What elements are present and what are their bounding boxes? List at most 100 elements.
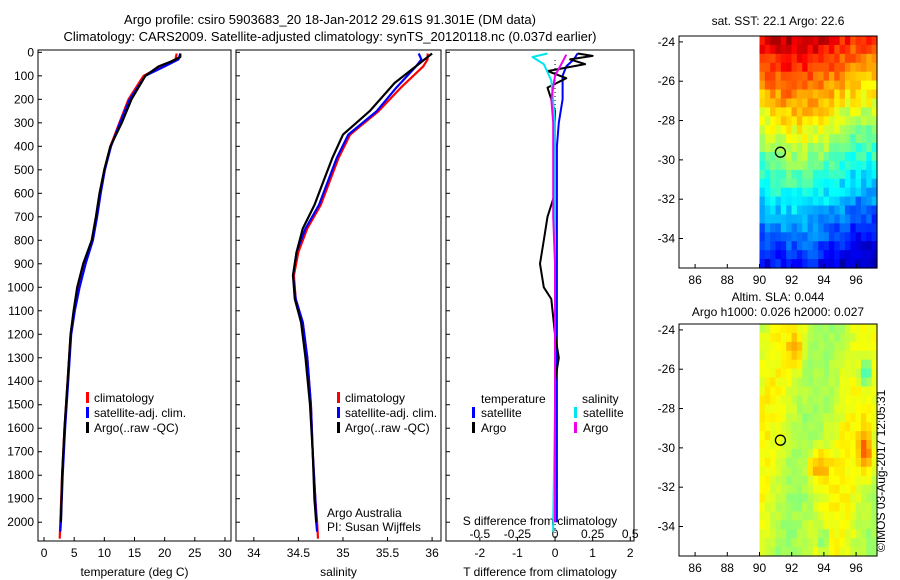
map-data-cell-sst-map <box>866 169 873 180</box>
map-data-cell-sla-map <box>802 448 809 459</box>
map-data-cell-sst-map <box>844 143 851 153</box>
map-data-cell-sst-map <box>834 44 841 55</box>
map-data-cell-sla-map <box>759 457 766 468</box>
map-data-cell-sla-map <box>759 520 766 530</box>
map-data-cell-sst-map <box>855 107 862 117</box>
map-data-cell-sst-map <box>770 107 777 117</box>
map-data-cell-sst-map <box>807 71 814 82</box>
map-data-cell-sst-map <box>855 241 862 251</box>
map-data-cell-sla-map <box>764 493 771 504</box>
map-data-cell-sla-map <box>796 448 803 459</box>
map-data-cell-sst-map <box>812 259 819 269</box>
map-data-cell-sst-map <box>796 62 803 73</box>
map-data-cell-sst-map <box>770 125 777 135</box>
y-tick-label-depth: 500 <box>14 163 34 177</box>
map-data-cell-sla-map <box>834 386 841 396</box>
map-data-cell-sst-map <box>764 89 771 100</box>
x-tick-label-temperature: 0 <box>41 546 48 560</box>
map-data-cell-sst-map <box>807 98 814 108</box>
figure-title-line-1: Argo profile: csiro 5903683_20 18-Jan-20… <box>124 12 536 27</box>
map-data-cell-sst-map <box>823 241 830 251</box>
map-data-cell-sla-map <box>791 511 798 521</box>
map-data-cell-sla-map <box>844 350 851 361</box>
map-data-cell-sla-map <box>839 332 846 343</box>
map-data-cell-sst-map <box>871 169 878 180</box>
map-data-cell-sla-map <box>828 341 835 352</box>
map-data-cell-sst-map <box>780 178 787 189</box>
map-data-cell-sst-map <box>818 205 825 216</box>
map-data-cell-sla-map <box>866 475 873 486</box>
map-data-cell-sla-map <box>860 484 867 495</box>
map-data-cell-sla-map <box>844 404 851 414</box>
map-data-cell-sst-map <box>828 44 835 55</box>
plot-frame-salinity <box>235 49 442 542</box>
map-data-cell-sst-map <box>823 36 830 46</box>
map-data-cell-sst-map <box>775 250 782 260</box>
map-data-cell-sst-map <box>791 143 798 153</box>
map-data-cell-sla-map <box>796 511 803 521</box>
map-data-cell-sst-map <box>828 107 835 117</box>
map-data-cell-sla-map <box>866 440 873 450</box>
map-data-cell-sst-map <box>780 80 787 91</box>
map-data-cell-sla-map <box>850 538 857 548</box>
map-data-cell-sst-map <box>807 143 814 153</box>
map-data-cell-sla-map <box>759 475 766 486</box>
map-data-cell-sla-map <box>770 502 777 512</box>
map-data-cell-sst-map <box>812 169 819 180</box>
map-data-cell-sla-map <box>839 359 846 370</box>
map-data-cell-sla-map <box>839 341 846 352</box>
map-data-cell-sst-map <box>786 53 793 64</box>
map-y-tick-label-sla-map: -30 <box>658 441 676 455</box>
legend-title-salinity: salinity <box>582 392 619 406</box>
map-data-cell-sla-map <box>780 359 787 370</box>
map-data-cell-sla-map <box>871 368 878 379</box>
map-data-cell-sla-map <box>855 359 862 370</box>
map-x-tick-label-sla-map: 90 <box>753 561 767 575</box>
map-data-cell-sla-map <box>786 368 793 379</box>
map-data-cell-sst-map <box>850 250 857 260</box>
x-tick-label-temperature: 30 <box>218 546 232 560</box>
y-tick-label-depth: 1500 <box>7 398 34 412</box>
map-data-cell-sst-map <box>812 223 819 233</box>
map-data-cell-sla-map <box>818 431 825 441</box>
map-data-cell-sst-map <box>834 116 841 126</box>
map-data-cell-sla-map <box>860 368 867 379</box>
legend-swatch-temperature <box>86 422 89 433</box>
map-data-cell-sst-map <box>759 62 766 73</box>
x-tick-label-salinity: 36 <box>425 546 439 560</box>
map-data-cell-sst-map <box>828 125 835 135</box>
map-data-cell-sst-map <box>796 178 803 189</box>
map-data-cell-sst-map <box>818 62 825 73</box>
map-data-cell-sla-map <box>823 547 830 557</box>
map-data-cell-sla-map <box>759 386 766 396</box>
map-data-cell-sla-map <box>855 511 862 521</box>
map-y-tick-label-sst-map: -26 <box>658 74 676 88</box>
map-data-cell-sst-map <box>855 53 862 64</box>
map-data-cell-sla-map <box>834 431 841 441</box>
map-data-cell-sla-map <box>807 529 814 539</box>
map-data-cell-sla-map <box>812 547 819 557</box>
map-data-cell-sst-map <box>871 98 878 108</box>
map-data-cell-sst-map <box>850 241 857 251</box>
map-data-cell-sla-map <box>796 475 803 486</box>
map-data-cell-sla-map <box>780 457 787 468</box>
map-data-cell-sst-map <box>807 36 814 46</box>
legend-label-temperature: satellite-adj. clim. <box>94 406 186 420</box>
map-data-cell-sla-map <box>866 377 873 388</box>
map-data-cell-sla-map <box>802 511 809 521</box>
map-data-cell-sla-map <box>791 448 798 459</box>
map-data-cell-sla-map <box>786 547 793 557</box>
y-tick-label-depth: 300 <box>14 116 34 130</box>
map-data-cell-sst-map <box>775 259 782 269</box>
legend-swatch-temperature <box>86 392 89 403</box>
map-data-cell-sla-map <box>775 386 782 396</box>
map-data-cell-sla-map <box>850 547 857 557</box>
map-data-cell-sla-map <box>866 350 873 361</box>
map-data-cell-sla-map <box>839 422 846 432</box>
map-data-cell-sst-map <box>839 44 846 55</box>
map-data-cell-sst-map <box>770 223 777 233</box>
map-data-cell-sla-map <box>764 395 771 405</box>
map-data-cell-sst-map <box>871 178 878 189</box>
map-data-cell-sla-map <box>802 377 809 388</box>
map-data-cell-sla-map <box>764 431 771 441</box>
